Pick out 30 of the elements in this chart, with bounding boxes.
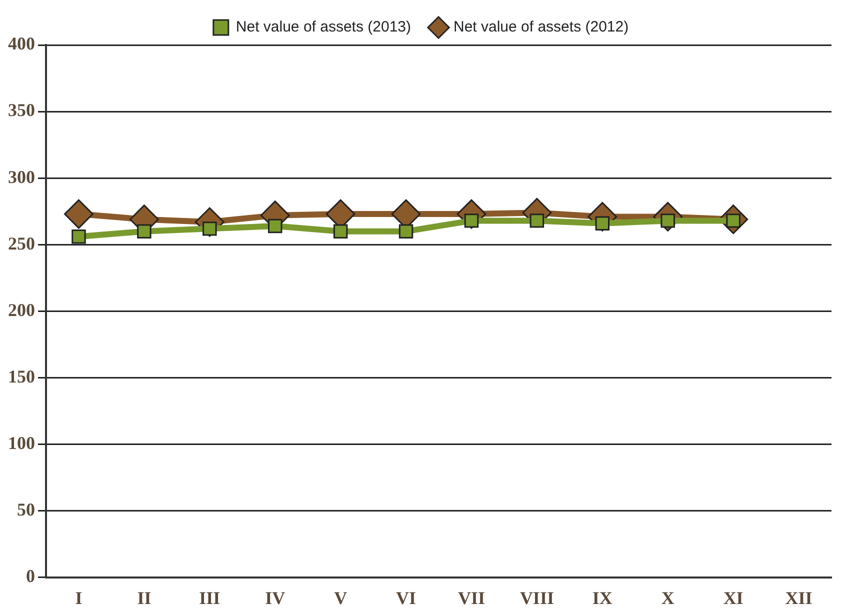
x-tick-label: VI [396,588,416,608]
x-tick-label: XI [723,588,744,608]
point [398,224,414,238]
y-tick-label: 300 [8,166,35,187]
point [137,224,152,238]
x-tick-label: IV [265,588,286,608]
y-tick-label: 100 [8,432,35,453]
x-tick-label: VIII [520,588,554,608]
x-tick-label: VII [458,588,485,608]
legend-label: Net value of assets (2012) [454,18,629,36]
x-tick-label: I [75,588,82,608]
point [333,224,348,238]
x-tick-label: V [334,588,348,608]
x-tick-label: II [137,588,152,608]
x-tick-label: IX [592,588,612,608]
y-tick-label: 0 [26,566,35,586]
y-tick-label: 50 [17,500,35,520]
y-tick-label: 350 [8,100,35,120]
legend-label: Net value of assets (2013) [236,18,412,36]
y-tick-label: 250 [8,233,35,254]
y-tick-label: 400 [8,34,35,54]
x-tick-label: III [199,588,220,608]
point [268,218,282,234]
point [72,230,86,244]
y-tick-label: 200 [8,300,35,320]
point [530,214,544,228]
x-tick-label: XII [785,588,812,608]
point [64,199,94,229]
y-tick-label: 150 [8,366,35,386]
x-tick-label: X [661,588,674,608]
